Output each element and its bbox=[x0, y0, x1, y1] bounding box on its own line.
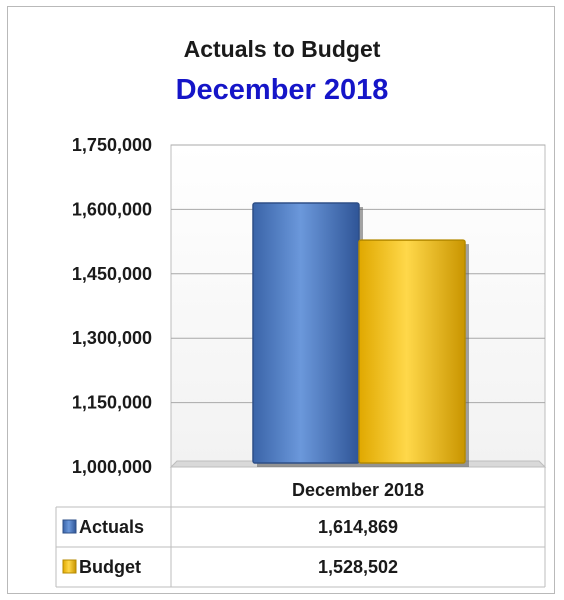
category-label: December 2018 bbox=[292, 480, 424, 500]
legend-label-actuals: Actuals bbox=[79, 517, 144, 537]
bar-budget bbox=[358, 239, 466, 464]
chart-subtitle: December 2018 bbox=[175, 74, 389, 106]
legend-label-budget: Budget bbox=[79, 557, 141, 577]
y-tick-label: 1,300,000 bbox=[72, 328, 152, 348]
legend-key-actuals bbox=[62, 519, 77, 534]
y-tick-label: 1,600,000 bbox=[72, 199, 152, 219]
y-tick-label: 1,750,000 bbox=[72, 135, 152, 155]
y-tick-label: 1,150,000 bbox=[72, 393, 152, 413]
y-axis: 1,000,000 1,150,000 1,300,000 1,450,000 1,60… bbox=[72, 135, 152, 477]
y-tick-label: 1,450,000 bbox=[72, 264, 152, 284]
table-value-budget: 1,528,502 bbox=[318, 557, 398, 577]
legend-key-budget bbox=[62, 559, 77, 574]
chart-title: Actuals to Budget bbox=[183, 36, 381, 62]
data-table: December 2018 Actuals 1,614,869 Budget 1,528… bbox=[55, 467, 546, 588]
bar-actuals bbox=[252, 202, 360, 464]
table-value-actuals: 1,614,869 bbox=[318, 517, 398, 537]
bars bbox=[252, 202, 469, 467]
y-tick-label: 1,000,000 bbox=[72, 457, 152, 477]
